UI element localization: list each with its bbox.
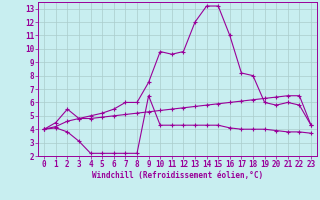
X-axis label: Windchill (Refroidissement éolien,°C): Windchill (Refroidissement éolien,°C) <box>92 171 263 180</box>
